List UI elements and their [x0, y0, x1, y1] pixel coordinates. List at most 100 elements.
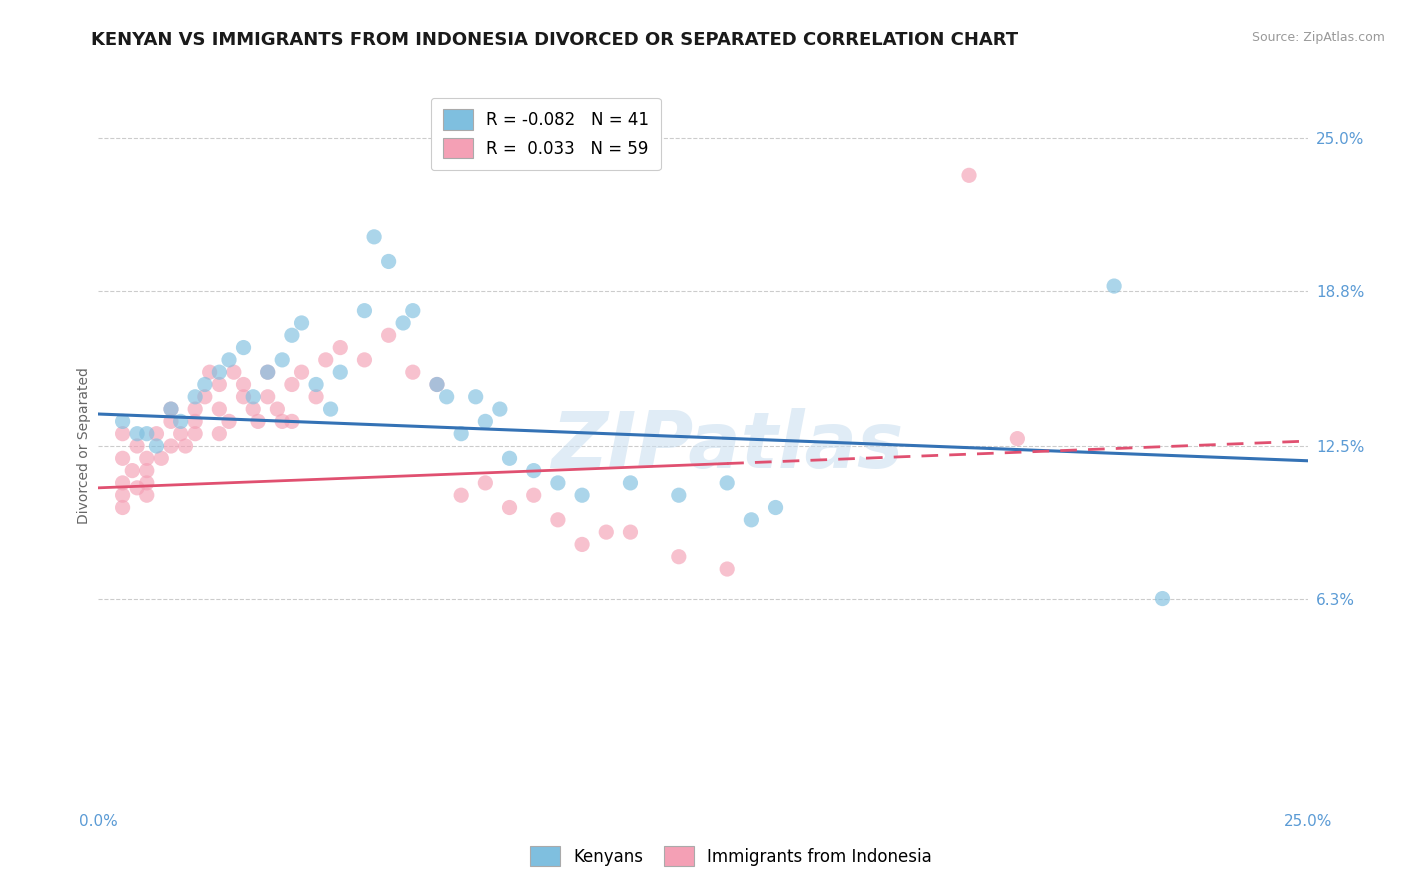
Point — [571, 488, 593, 502]
Point — [957, 169, 980, 183]
Legend: R = -0.082   N = 41, R =  0.033   N = 59: R = -0.082 N = 41, R = 0.033 N = 59 — [432, 97, 661, 169]
Point — [218, 352, 240, 367]
Point — [547, 475, 569, 490]
Point — [363, 230, 385, 244]
Point — [198, 365, 221, 379]
Point — [402, 365, 425, 379]
Point — [256, 390, 278, 404]
Point — [232, 390, 254, 404]
Point — [281, 414, 304, 428]
Point — [290, 365, 312, 379]
Legend: Kenyans, Immigrants from Indonesia: Kenyans, Immigrants from Indonesia — [524, 839, 938, 873]
Point — [184, 426, 207, 441]
Point — [489, 402, 512, 417]
Point — [160, 439, 183, 453]
Point — [145, 439, 167, 453]
Point — [174, 439, 197, 453]
Point — [474, 414, 496, 428]
Point — [547, 513, 569, 527]
Point — [218, 414, 240, 428]
Point — [716, 562, 738, 576]
Point — [232, 341, 254, 355]
Point — [377, 328, 399, 343]
Point — [208, 377, 231, 392]
Point — [392, 316, 415, 330]
Point — [256, 365, 278, 379]
Point — [111, 475, 134, 490]
Point — [194, 390, 217, 404]
Point — [619, 475, 641, 490]
Point — [740, 513, 762, 527]
Point — [160, 402, 183, 417]
Point — [256, 365, 278, 379]
Point — [619, 525, 641, 540]
Point — [127, 426, 149, 441]
Point — [271, 414, 294, 428]
Point — [169, 414, 191, 428]
Y-axis label: Divorced or Separated: Divorced or Separated — [77, 368, 91, 524]
Point — [208, 426, 231, 441]
Point — [426, 377, 449, 392]
Point — [498, 500, 520, 515]
Point — [169, 426, 191, 441]
Point — [145, 426, 167, 441]
Point — [135, 464, 157, 478]
Point — [765, 500, 787, 515]
Point — [271, 352, 294, 367]
Point — [668, 549, 690, 564]
Point — [111, 414, 134, 428]
Point — [135, 426, 157, 441]
Point — [426, 377, 449, 392]
Point — [1152, 591, 1174, 606]
Text: Source: ZipAtlas.com: Source: ZipAtlas.com — [1251, 31, 1385, 45]
Point — [290, 316, 312, 330]
Point — [135, 451, 157, 466]
Point — [111, 451, 134, 466]
Point — [1102, 279, 1125, 293]
Point — [319, 402, 342, 417]
Text: ZIPatlas: ZIPatlas — [551, 408, 903, 484]
Point — [1007, 432, 1029, 446]
Point — [222, 365, 245, 379]
Point — [194, 377, 217, 392]
Point — [242, 390, 264, 404]
Point — [450, 488, 472, 502]
Point — [242, 402, 264, 417]
Point — [353, 303, 375, 318]
Point — [305, 390, 328, 404]
Point — [281, 377, 304, 392]
Point — [184, 402, 207, 417]
Point — [571, 537, 593, 551]
Point — [266, 402, 288, 417]
Point — [315, 352, 337, 367]
Point — [111, 488, 134, 502]
Point — [329, 365, 352, 379]
Point — [716, 475, 738, 490]
Point — [232, 377, 254, 392]
Point — [111, 500, 134, 515]
Point — [595, 525, 617, 540]
Point — [668, 488, 690, 502]
Point — [523, 488, 546, 502]
Point — [160, 414, 183, 428]
Point — [111, 426, 134, 441]
Point — [127, 481, 149, 495]
Point — [464, 390, 486, 404]
Point — [127, 439, 149, 453]
Point — [353, 352, 375, 367]
Point — [150, 451, 173, 466]
Point — [305, 377, 328, 392]
Text: KENYAN VS IMMIGRANTS FROM INDONESIA DIVORCED OR SEPARATED CORRELATION CHART: KENYAN VS IMMIGRANTS FROM INDONESIA DIVO… — [91, 31, 1018, 49]
Point — [135, 475, 157, 490]
Point — [184, 414, 207, 428]
Point — [247, 414, 270, 428]
Point — [402, 303, 425, 318]
Point — [450, 426, 472, 441]
Point — [474, 475, 496, 490]
Point — [160, 402, 183, 417]
Point — [121, 464, 143, 478]
Point — [135, 488, 157, 502]
Point — [208, 402, 231, 417]
Point — [377, 254, 399, 268]
Point — [329, 341, 352, 355]
